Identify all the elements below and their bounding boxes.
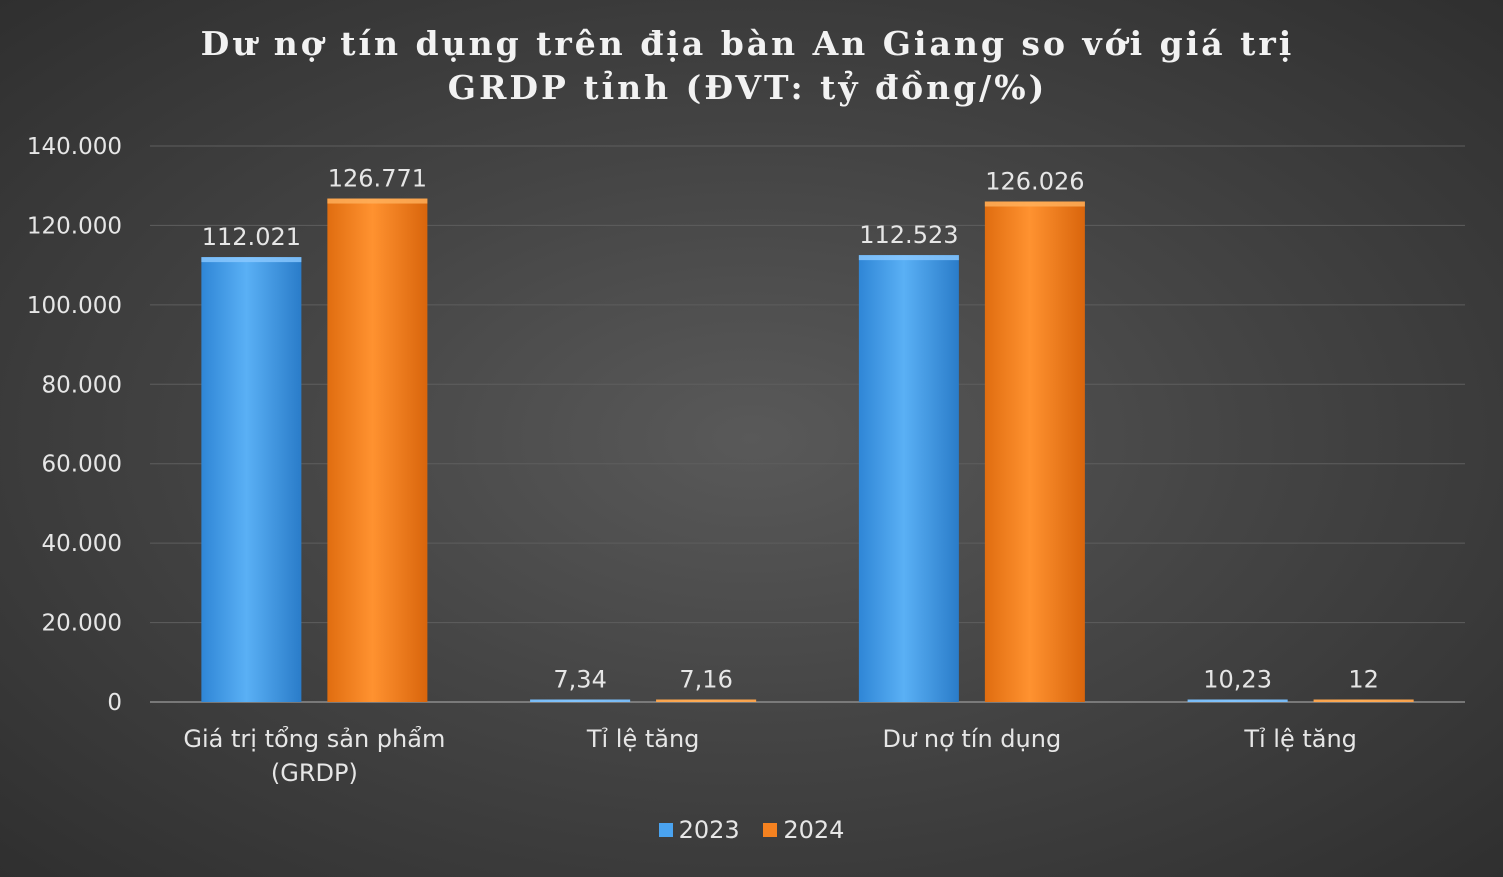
y-tick-label: 100.000 bbox=[27, 293, 122, 319]
data-label: 112.523 bbox=[859, 221, 958, 249]
x-tick-label: Dư nợ tín dụng bbox=[883, 725, 1062, 753]
x-tick-label: Tỉ lệ tăng bbox=[586, 725, 700, 753]
legend-swatch-2024 bbox=[763, 823, 778, 837]
data-label: 112.021 bbox=[202, 223, 301, 251]
y-tick-label: 60.000 bbox=[42, 452, 122, 478]
data-label: 126.771 bbox=[328, 165, 427, 193]
bar-top-highlight bbox=[1313, 699, 1414, 702]
legend-swatch-2023 bbox=[658, 823, 673, 837]
y-tick-label: 0 bbox=[107, 690, 122, 716]
bar-2024 bbox=[327, 198, 428, 702]
legend: 2023 2024 bbox=[0, 816, 1503, 844]
legend-label-2024: 2024 bbox=[783, 816, 845, 844]
bar-2023 bbox=[858, 255, 959, 703]
bar-top-highlight bbox=[1187, 699, 1288, 702]
y-tick-label: 40.000 bbox=[42, 531, 122, 557]
bar-top-highlight bbox=[201, 257, 302, 263]
legend-label-2023: 2023 bbox=[678, 816, 740, 844]
data-label: 7,16 bbox=[679, 666, 732, 694]
y-tick-label: 120.000 bbox=[27, 213, 122, 239]
bar-2024 bbox=[984, 201, 1085, 702]
data-label: 10,23 bbox=[1203, 666, 1272, 694]
y-tick-label: 20.000 bbox=[42, 611, 122, 637]
y-tick-label: 140.000 bbox=[27, 134, 122, 160]
x-tick-label: Tỉ lệ tăng bbox=[1243, 725, 1357, 753]
legend-item-2023[interactable]: 2023 bbox=[658, 816, 740, 844]
data-label: 12 bbox=[1348, 666, 1379, 694]
chart-title: Dư nợ tín dụng trên địa bàn An Giang so … bbox=[200, 24, 1295, 107]
bar-top-highlight bbox=[656, 699, 757, 702]
y-tick-label: 80.000 bbox=[42, 372, 122, 398]
x-tick-label: Giá trị tổng sản phẩm bbox=[183, 725, 445, 753]
bar-top-highlight bbox=[858, 255, 959, 261]
bar-2023 bbox=[201, 257, 302, 702]
bar-top-highlight bbox=[984, 201, 1085, 207]
x-tick-label: (GRDP) bbox=[271, 759, 358, 787]
data-label: 7,34 bbox=[553, 666, 606, 694]
legend-item-2024[interactable]: 2024 bbox=[763, 816, 844, 844]
bar-top-highlight bbox=[530, 699, 631, 702]
data-label: 126.026 bbox=[985, 167, 1084, 195]
bar-top-highlight bbox=[327, 198, 428, 204]
